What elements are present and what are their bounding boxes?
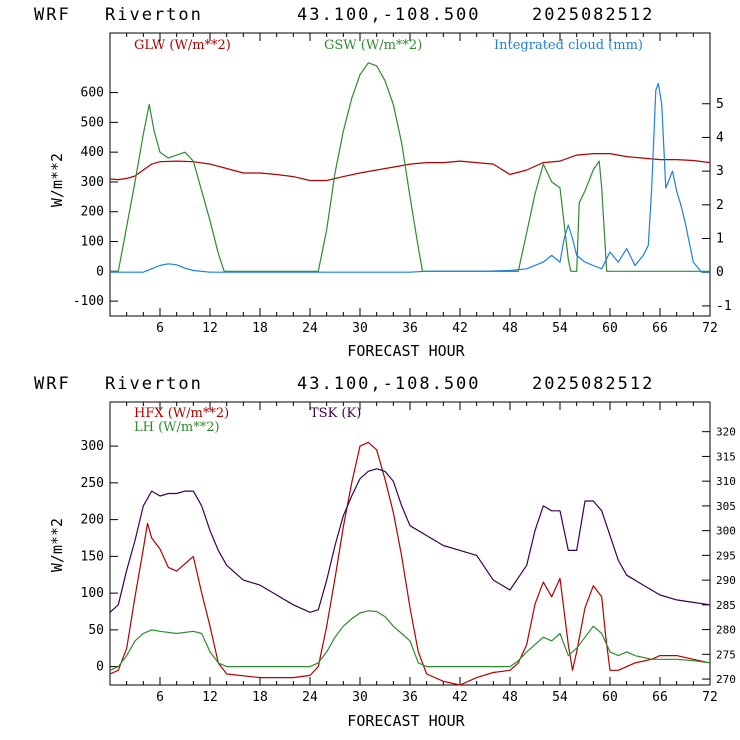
- top-plot-frame: [109, 32, 711, 317]
- bottom-ytick-label: 300: [81, 439, 104, 454]
- top-ytick-label: 200: [81, 205, 104, 220]
- legend-gsw: GSW (W/m**2): [324, 38, 422, 53]
- top-xlabel: FORECAST HOUR: [347, 342, 465, 360]
- top-xtick-label: 12: [202, 321, 218, 336]
- top-series-line-1: [110, 62, 710, 272]
- bottom-y2tick-label: 285: [716, 599, 736, 612]
- top-xtick-label: 18: [252, 321, 268, 336]
- bottom-y2tick-label: 310: [716, 475, 736, 488]
- bottom-xtick-label: 72: [702, 690, 718, 705]
- bottom-xtick-label: 60: [602, 690, 618, 705]
- top-xtick-label: 60: [602, 321, 618, 336]
- top-xtick-label: 6: [156, 321, 164, 336]
- bottom-ytick-label: 250: [81, 476, 104, 491]
- bottom-xtick-label: 18: [252, 690, 268, 705]
- legend-tsk: TSK (K): [310, 406, 361, 421]
- bottom-series-group: [109, 441, 711, 686]
- bottom-series-line-1: [109, 610, 711, 671]
- top-header-run: 2025082512: [532, 5, 654, 25]
- top-header-station: Riverton: [105, 5, 203, 25]
- bottom-xlabel: FORECAST HOUR: [347, 712, 465, 730]
- top-y2tick-label: 3: [716, 164, 724, 179]
- bottom-xtick-label: 48: [502, 690, 518, 705]
- top-xtick-label: 42: [452, 321, 468, 336]
- top-xtick-label: 30: [352, 321, 368, 336]
- top-ytick-label: 500: [81, 115, 104, 130]
- bottom-xtick-label: 12: [202, 690, 218, 705]
- bottom-xtick-label: 42: [452, 690, 468, 705]
- top-axis-ticks: 6 12 18 24 30 36 42 48 54 60 66 72-1000100200300400…: [73, 33, 732, 336]
- bottom-xtick-label: 36: [402, 690, 418, 705]
- bottom-header-station: Riverton: [105, 374, 203, 394]
- bottom-xtick-label: 6: [156, 690, 164, 705]
- top-series-group: [109, 62, 711, 273]
- top-y2tick-label: 2: [716, 198, 724, 213]
- legend-lh: LH (W/m**2): [134, 420, 220, 435]
- top-ytick-label: 0: [96, 264, 104, 279]
- bottom-series-line-0: [109, 441, 711, 686]
- bottom-ytick-label: 50: [88, 623, 104, 638]
- bottom-axis-ticks: 6 12 18 24 30 36 42 48 54 60 66 72 0 50 100 150 200 250 30…: [81, 402, 736, 705]
- bottom-y2tick-label: 280: [716, 624, 736, 637]
- bottom-xtick-label: 24: [302, 690, 318, 705]
- bottom-ytick-label: 0: [96, 660, 104, 675]
- bottom-header-coords: 43.100,-108.500: [297, 374, 481, 394]
- bottom-series-line-2: [109, 468, 711, 613]
- top-ytick-label: 400: [81, 145, 104, 160]
- top-ytick-label: 100: [81, 235, 104, 250]
- bottom-y2tick-label: 320: [716, 426, 736, 439]
- legend-glw: GLW (W/m**2): [134, 38, 231, 53]
- top-xtick-label: 36: [402, 321, 418, 336]
- bottom-xtick-label: 66: [652, 690, 668, 705]
- bottom-y2tick-label: 300: [716, 525, 736, 538]
- top-ytick-label: 600: [81, 86, 104, 101]
- top-xtick-label: 54: [552, 321, 568, 336]
- bottom-ytick-label: 100: [81, 586, 104, 601]
- top-xtick-label: 72: [702, 321, 718, 336]
- top-ytick-label: -100: [73, 294, 104, 309]
- bottom-ytick-label: 150: [81, 549, 104, 564]
- bottom-header-run: 2025082512: [532, 374, 654, 394]
- bottom-ytick-label: 200: [81, 513, 104, 528]
- top-header-coords: 43.100,-108.500: [297, 5, 481, 25]
- bottom-y2tick-label: 270: [716, 673, 736, 686]
- top-xtick-label: 48: [502, 321, 518, 336]
- top-series-line-0: [109, 153, 711, 182]
- top-ytick-label: 300: [81, 175, 104, 190]
- bottom-y2tick-label: 275: [716, 648, 736, 661]
- top-ylabel: W/m**2: [48, 153, 66, 207]
- top-series-line-2: [110, 82, 710, 273]
- bottom-y2tick-label: 315: [716, 450, 736, 463]
- bottom-y2tick-label: 290: [716, 574, 736, 587]
- legend-cloud: Integrated cloud (mm): [494, 38, 643, 53]
- top-xtick-label: 66: [652, 321, 668, 336]
- top-y2tick-label: 0: [716, 265, 724, 280]
- top-header-model: WRF: [34, 5, 71, 25]
- bottom-y2tick-label: 295: [716, 549, 736, 562]
- bottom-xtick-label: 30: [352, 690, 368, 705]
- top-y2tick-label: -1: [716, 299, 732, 314]
- top-y2tick-label: 4: [716, 130, 724, 145]
- top-panel: WRF Riverton 43.100,-108.500 2025082512 …: [34, 5, 732, 360]
- top-y2tick-label: 5: [716, 97, 724, 112]
- bottom-header-model: WRF: [34, 374, 71, 394]
- bottom-ylabel: W/m**2: [48, 518, 66, 572]
- legend-hfx: HFX (W/m**2): [134, 406, 229, 421]
- bottom-panel: WRF Riverton 43.100,-108.500 2025082512 …: [34, 374, 736, 730]
- bottom-y2tick-label: 305: [716, 500, 736, 513]
- top-xtick-label: 24: [302, 321, 318, 336]
- top-y2tick-label: 1: [716, 232, 724, 247]
- bottom-xtick-label: 54: [552, 690, 568, 705]
